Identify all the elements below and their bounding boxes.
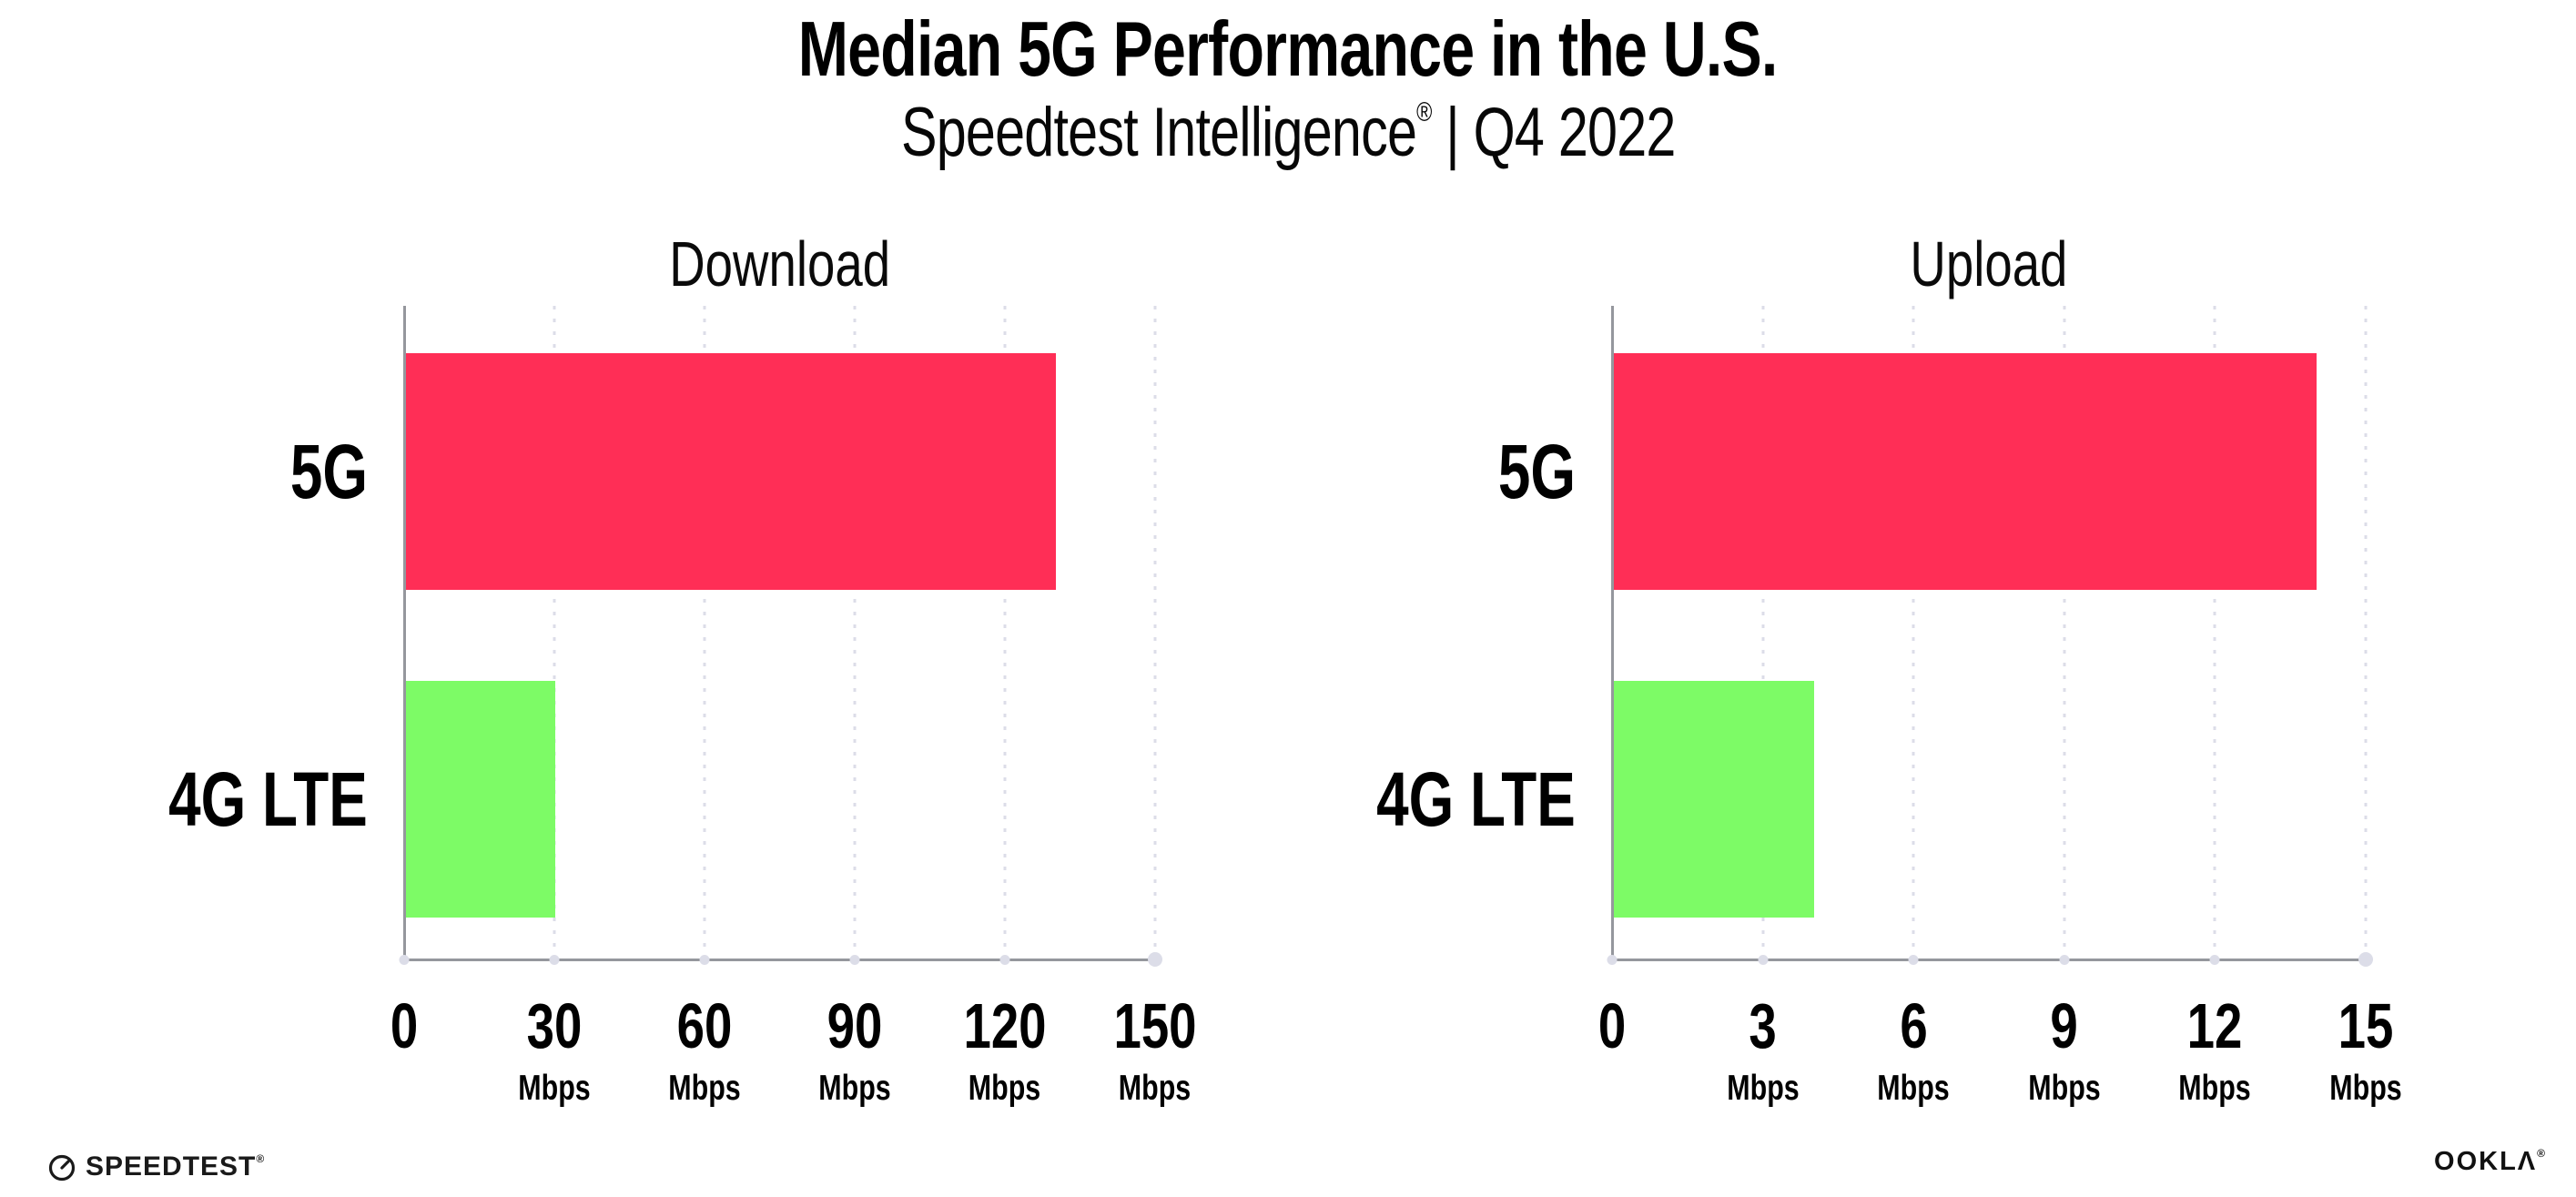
axis-dot	[849, 955, 860, 965]
tick-12: 12 Mbps	[2178, 990, 2252, 1108]
download-y-axis-line	[403, 306, 406, 961]
subtitle-period: | Q4 2022	[1431, 94, 1676, 171]
page-title: Median 5G Performance in the U.S.	[0, 5, 2576, 95]
tick-150: 150 Mbps	[1113, 990, 1197, 1108]
tick-3: 3 Mbps	[1726, 990, 1800, 1108]
download-chart-title: Download	[669, 228, 890, 299]
ookla-wordmark: OOKLΛ®	[2434, 1147, 2547, 1176]
speedtest-gauge-icon	[48, 1154, 76, 1182]
axis-dot	[2209, 955, 2220, 965]
upload-x-axis-line	[1612, 959, 2366, 961]
speedtest-logo: SPEEDTEST®	[47, 1151, 265, 1182]
axis-dot	[699, 955, 710, 965]
upload-chart-title: Upload	[1910, 228, 2068, 299]
gridline-30	[553, 306, 556, 961]
axis-end-dot	[2358, 952, 2373, 967]
axis-dot	[549, 955, 560, 965]
tick-0: 0	[390, 990, 419, 1061]
tick-15: 15 Mbps	[2329, 990, 2402, 1108]
axis-dot	[1908, 955, 1919, 965]
download-chart: Download 5G 4G LTE 0 30 Mbps 60	[168, 228, 1196, 1106]
gridline-3	[1761, 306, 1765, 961]
tick-0: 0	[1597, 990, 1627, 1061]
tick-6: 6 Mbps	[1877, 990, 1950, 1108]
page-subtitle: Speedtest Intelligence® | Q4 2022	[0, 93, 2576, 172]
category-label-4g-lte: 4G LTE	[1376, 756, 1576, 842]
download-x-axis-line	[404, 959, 1155, 961]
category-label-4g-lte: 4G LTE	[168, 756, 368, 842]
axis-dot	[1758, 955, 1769, 965]
subtitle-brand: Speedtest Intelligence	[900, 94, 1417, 171]
gridline-12	[2213, 306, 2216, 961]
bar-4g-lte-download	[405, 681, 555, 918]
axis-dot	[399, 955, 410, 965]
gridline-90	[853, 306, 857, 961]
gridline-60	[703, 306, 706, 961]
axis-dot	[999, 955, 1010, 965]
category-label-5g: 5G	[1497, 428, 1576, 514]
axis-dot	[1607, 955, 1618, 965]
category-label-5g: 5G	[289, 428, 368, 514]
registered-mark-icon: ®	[1415, 97, 1432, 127]
tick-30: 30 Mbps	[518, 990, 591, 1108]
upload-chart: Upload 5G 4G LTE 0 3 Mbps 6	[1376, 228, 2401, 1106]
bar-4g-lte-upload	[1613, 681, 1814, 918]
tick-120: 120 Mbps	[963, 990, 1047, 1108]
tick-90: 90 Mbps	[818, 990, 891, 1108]
registered-mark-icon: ®	[2537, 1147, 2547, 1160]
tick-9: 9 Mbps	[2028, 990, 2101, 1108]
gridline-150	[1153, 306, 1157, 961]
speedtest-wordmark: SPEEDTEST®	[86, 1151, 266, 1182]
gridline-6	[1912, 306, 1915, 961]
gridline-9	[2063, 306, 2066, 961]
gridline-120	[1003, 306, 1007, 961]
axis-end-dot	[1148, 952, 1162, 967]
axis-dot	[2059, 955, 2070, 965]
ookla-logo: OOKLΛ®	[2434, 1147, 2547, 1177]
upload-y-axis-line	[1611, 306, 1614, 961]
bar-5g-download	[405, 353, 1056, 590]
page-title-text: Median 5G Performance in the U.S.	[798, 6, 1779, 93]
gridline-15	[2364, 306, 2368, 961]
tick-60: 60 Mbps	[668, 990, 741, 1108]
registered-mark-icon: ®	[256, 1152, 266, 1165]
bar-5g-upload	[1613, 353, 2317, 590]
